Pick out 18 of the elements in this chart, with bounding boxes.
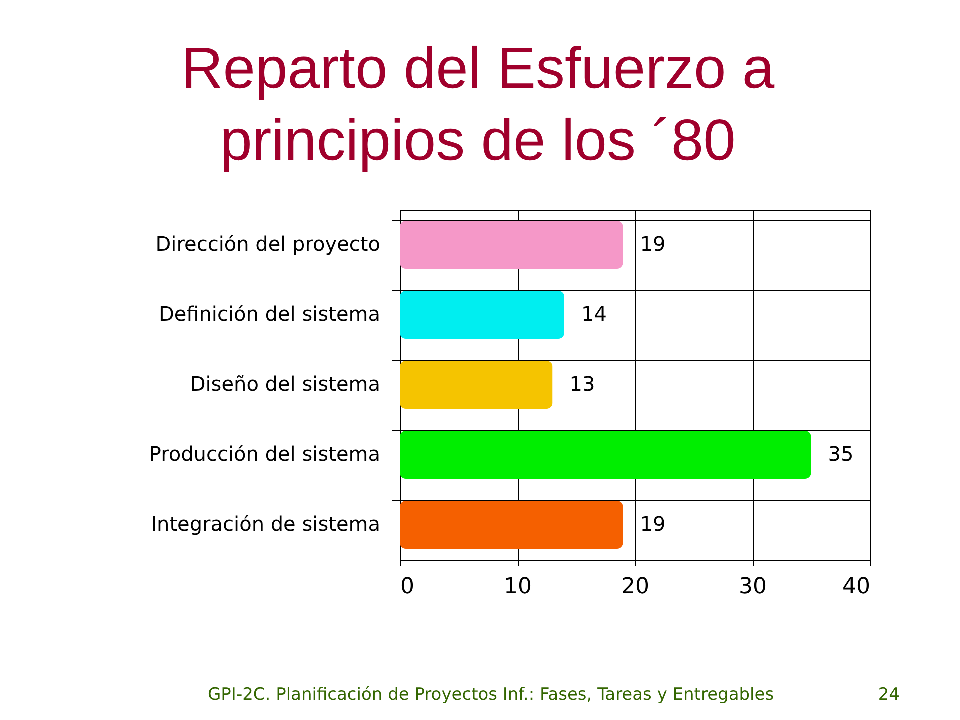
data-label: 35: [828, 442, 854, 466]
data-label: 19: [640, 512, 666, 536]
data-label: 19: [640, 232, 666, 256]
x-tick-label: 0: [400, 574, 414, 600]
y-tick-label: Definición del sistema: [158, 302, 380, 326]
x-tick-label: 30: [739, 574, 767, 600]
data-label: 13: [570, 372, 596, 396]
chart-title: Reparto del Esfuerzo a principios de los ´80: [181, 36, 776, 173]
y-tick-label: Diseño del sistema: [190, 372, 380, 396]
x-tick-label: 10: [504, 574, 532, 600]
data-label: 14: [582, 302, 607, 326]
y-tick-label: Producción del sistema: [149, 442, 380, 466]
x-tick-label: 40: [842, 574, 870, 600]
y-tick-label: Integración de sistema: [151, 512, 380, 536]
x-tick-label: 20: [622, 574, 650, 600]
y-tick-label: Dirección del proyecto: [156, 232, 380, 256]
text: 24: [878, 685, 900, 705]
text: GPI-2C. Planificación de Proyectos Inf.: Fases, Tareas y Entregables: [208, 685, 774, 705]
